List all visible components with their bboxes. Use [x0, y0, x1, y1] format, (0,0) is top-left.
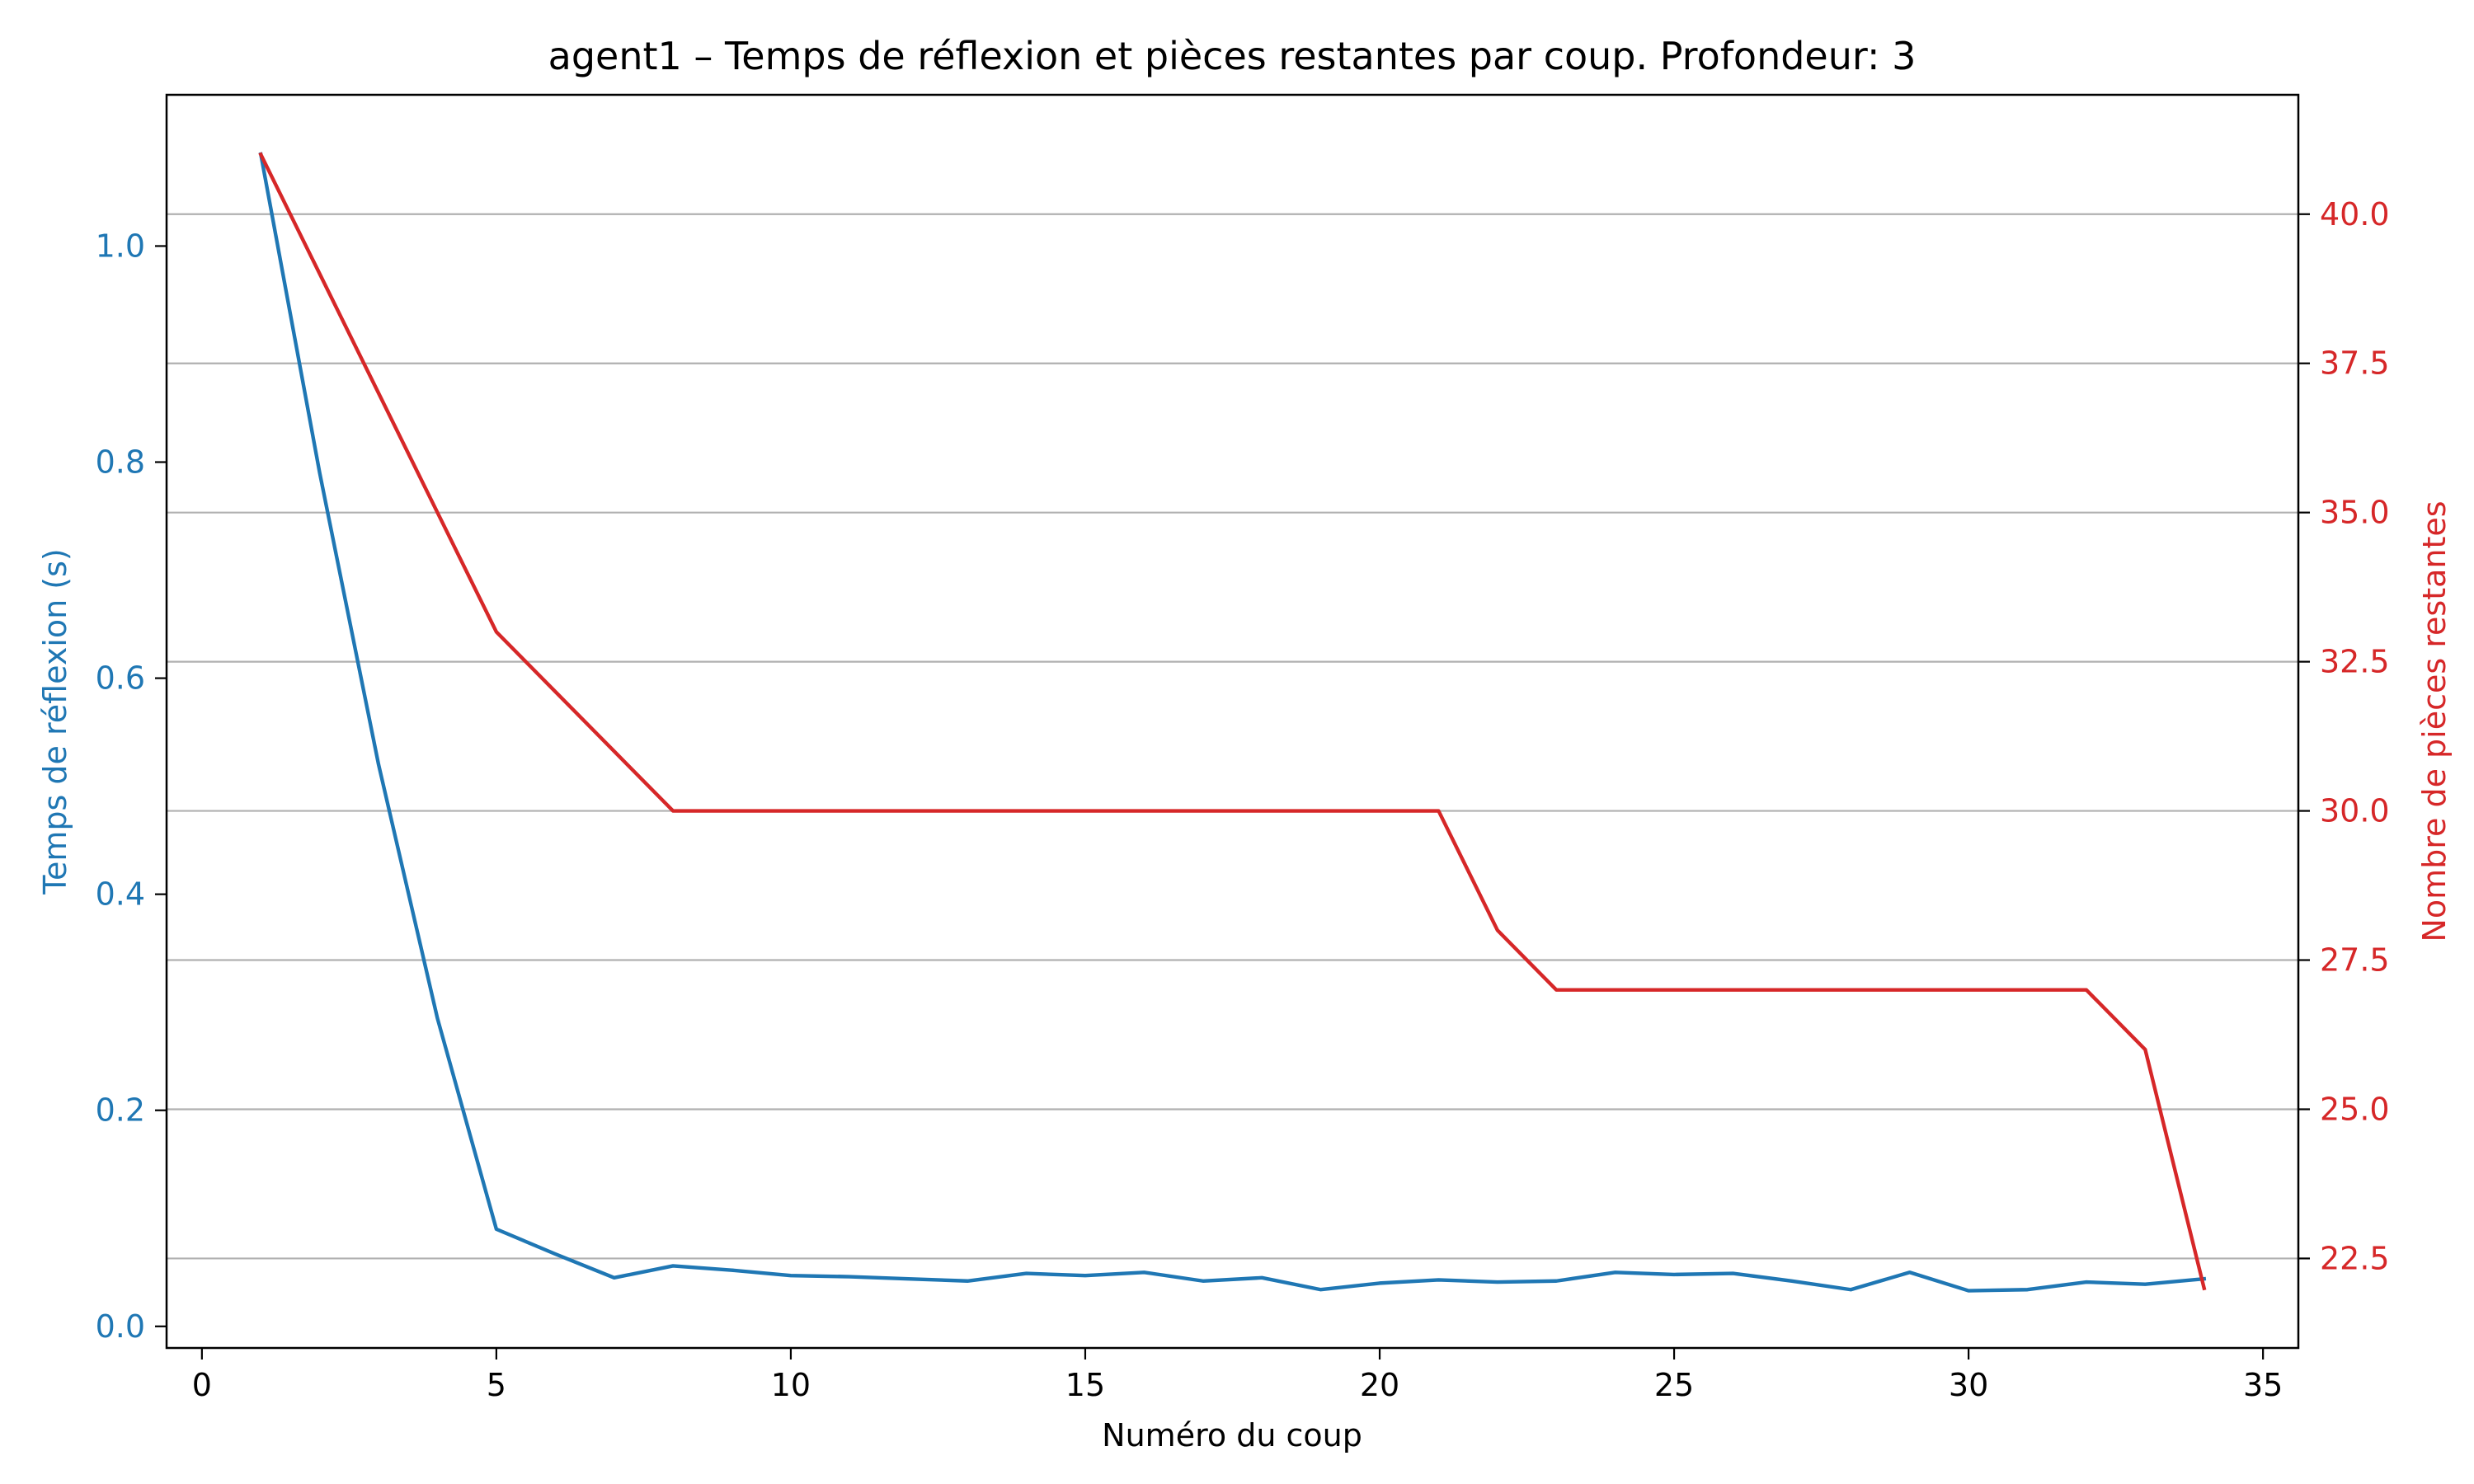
- x-tick-label: 25: [1654, 1367, 1694, 1403]
- y-left-tick-label: 0.0: [96, 1308, 145, 1345]
- x-tick-label: 30: [1949, 1367, 1988, 1403]
- y-left-tick-label: 0.4: [96, 876, 145, 913]
- x-tick-label: 35: [2243, 1367, 2283, 1403]
- y-left-tick-label: 0.2: [96, 1092, 145, 1129]
- y-right-tick-label: 40.0: [2320, 196, 2390, 232]
- y-axis-right: 22.5 25.0 27.5 30.0 32.5 35.0 37.5 40.0: [2298, 196, 2390, 1276]
- y-right-tick-label: 37.5: [2320, 345, 2390, 382]
- x-tick-label: 15: [1065, 1367, 1105, 1403]
- y-left-tick-label: 0.8: [96, 444, 145, 481]
- y-right-tick-label: 22.5: [2320, 1240, 2390, 1276]
- series-lines: [258, 152, 2207, 1293]
- x-axis-label: Numéro du coup: [1102, 1417, 1362, 1453]
- x-tick-label: 20: [1360, 1367, 1399, 1403]
- y-right-tick-label: 27.5: [2320, 942, 2390, 979]
- x-tick-label: 5: [487, 1367, 506, 1403]
- series-line-time: [258, 152, 2207, 1293]
- chart-title: agent1 – Temps de réflexion et pièces re…: [548, 34, 1917, 78]
- y-axis-left: 0.0 0.2 0.4 0.6 0.8 1.0: [96, 228, 167, 1345]
- y-right-tick-label: 25.0: [2320, 1091, 2390, 1127]
- y-left-tick-label: 1.0: [96, 228, 145, 264]
- y-right-tick-label: 35.0: [2320, 495, 2390, 531]
- x-tick-label: 10: [771, 1367, 811, 1403]
- y-axis-right-label: Nombre de pièces restantes: [2416, 500, 2453, 942]
- y-axis-left-label: Temps de réflexion (s): [37, 548, 73, 895]
- series-line-pieces: [258, 152, 2207, 1291]
- y-right-tick-label: 30.0: [2320, 793, 2390, 829]
- x-axis: 0 5 10 15 20 25 30 35: [192, 1348, 2283, 1403]
- gridlines: [167, 213, 2298, 1260]
- plot-frame: [165, 93, 2300, 1350]
- y-right-tick-label: 32.5: [2320, 644, 2390, 680]
- x-tick-label: 0: [192, 1367, 212, 1403]
- y-left-tick-label: 0.6: [96, 660, 145, 697]
